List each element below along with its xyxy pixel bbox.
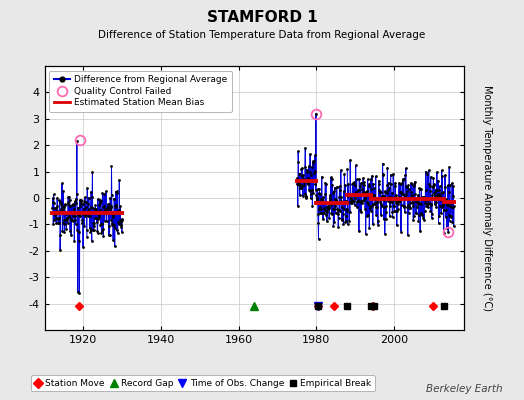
Text: STAMFORD 1: STAMFORD 1	[206, 10, 318, 25]
Y-axis label: Monthly Temperature Anomaly Difference (°C): Monthly Temperature Anomaly Difference (…	[483, 85, 493, 311]
Text: Berkeley Earth: Berkeley Earth	[427, 384, 503, 394]
Legend: Difference from Regional Average, Quality Control Failed, Estimated Station Mean: Difference from Regional Average, Qualit…	[49, 70, 232, 112]
Legend: Station Move, Record Gap, Time of Obs. Change, Empirical Break: Station Move, Record Gap, Time of Obs. C…	[31, 375, 375, 392]
Text: Difference of Station Temperature Data from Regional Average: Difference of Station Temperature Data f…	[99, 30, 425, 40]
